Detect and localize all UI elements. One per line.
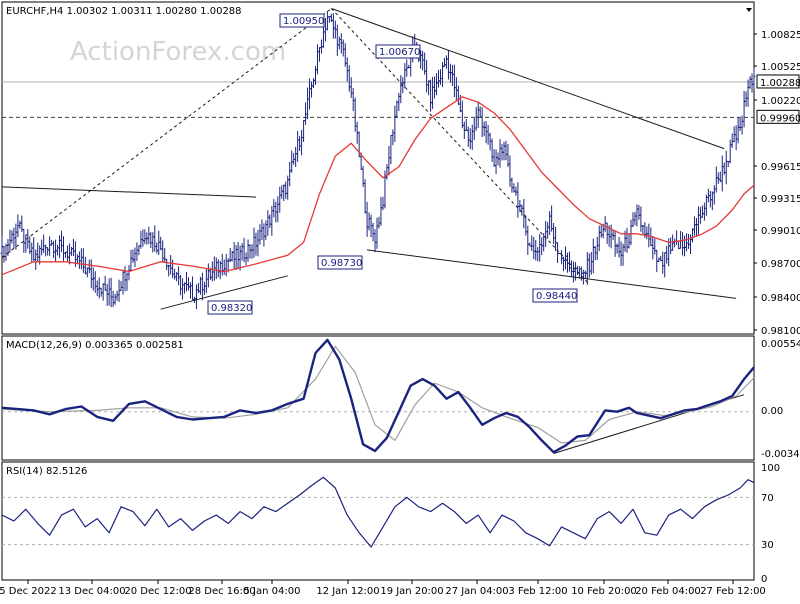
- x-tick-label: 5 Dec 2022: [0, 586, 57, 597]
- x-tick-label: 5 Jan 04:00: [244, 586, 301, 597]
- rsi-panel-title: RSI(14) 82.5126: [6, 466, 87, 477]
- trendline: [367, 249, 737, 299]
- collapse-arrow-icon: [746, 8, 752, 12]
- x-tick-label: 28 Dec 16:00: [188, 586, 255, 597]
- price-tick-label: 1.00825: [761, 30, 800, 41]
- x-tick-label: 10 Feb 20:00: [571, 586, 637, 597]
- moving-average-line: [1, 96, 755, 276]
- signal-line: [1, 345, 755, 444]
- price-tick-label: 0.98400: [761, 293, 800, 304]
- price-panel-title: EURCHF,H4 1.00302 1.00311 1.00280 1.0028…: [6, 6, 242, 17]
- x-tick-label: 20 Dec 12:00: [124, 586, 191, 597]
- rsi-tick-label: 30: [761, 540, 774, 551]
- rsi-tick-label: 70: [761, 493, 774, 504]
- pivot-label-text: 0.98440: [536, 291, 577, 302]
- pivot-label-text: 1.00950: [283, 16, 324, 27]
- dashed-trendline: [1, 8, 332, 258]
- current-price-badge-box: [756, 74, 800, 89]
- price-tick-label: 0.99615: [761, 162, 800, 173]
- macd-panel-title: MACD(12,26,9) 0.003365 0.002581: [6, 340, 184, 351]
- trendline: [331, 8, 725, 150]
- pivot-label-text: 0.98320: [211, 303, 252, 314]
- price-tick-label: 0.98700: [761, 259, 800, 270]
- x-tick-label: 27 Jan 04:00: [445, 586, 508, 597]
- macd-panel-frame: [1, 335, 755, 461]
- pivot-label-text: 1.00670: [379, 47, 420, 58]
- x-tick-label: 13 Dec 04:00: [58, 586, 125, 597]
- pivot-label-box: [532, 288, 578, 303]
- price-tick-label: 1.00220: [761, 96, 800, 107]
- x-tick-label: 12 Jan 12:00: [316, 586, 379, 597]
- price-bar: [752, 68, 756, 89]
- pivot-label-text: 0.98730: [321, 258, 362, 269]
- trendline: [1, 186, 257, 198]
- price-tick-label: 0.99010: [761, 226, 800, 237]
- pivot-label-box: [279, 13, 325, 28]
- rsi-tick-label: 100: [761, 463, 780, 474]
- x-tick-label: 20 Feb 04:00: [635, 586, 701, 597]
- pivot-label-box: [317, 255, 363, 270]
- rsi-tick-label: 0: [761, 574, 767, 585]
- x-tick-label: 3 Feb 12:00: [508, 586, 567, 597]
- level-line-badge-text: 0.99960: [760, 113, 800, 124]
- current-price-badge-text: 1.00288: [760, 78, 800, 89]
- macd-tick-label: 0.00: [761, 406, 783, 417]
- rsi-line: [1, 476, 755, 548]
- x-tick-label: 19 Jan 20:00: [380, 586, 443, 597]
- macd-tick-label: 0.005546: [761, 339, 800, 350]
- pivot-label-box: [207, 300, 253, 315]
- watermark-text: ActionForex.com: [70, 37, 286, 67]
- rsi-panel-frame: [1, 461, 755, 581]
- x-tick-label: 27 Feb 12:00: [700, 586, 766, 597]
- dashed-trendline: [331, 8, 590, 285]
- price-tick-label: 0.98100: [761, 326, 800, 337]
- price-tick-label: 0.99315: [761, 194, 800, 205]
- ohlc-bars: [0, 10, 756, 310]
- macd-tick-label: -0.003423: [761, 449, 800, 460]
- level-line-badge-box: [756, 109, 800, 124]
- trendline: [160, 275, 288, 310]
- price-tick-label: 1.00525: [761, 62, 800, 73]
- pivot-label-box: [375, 44, 421, 59]
- macd-line: [1, 338, 755, 454]
